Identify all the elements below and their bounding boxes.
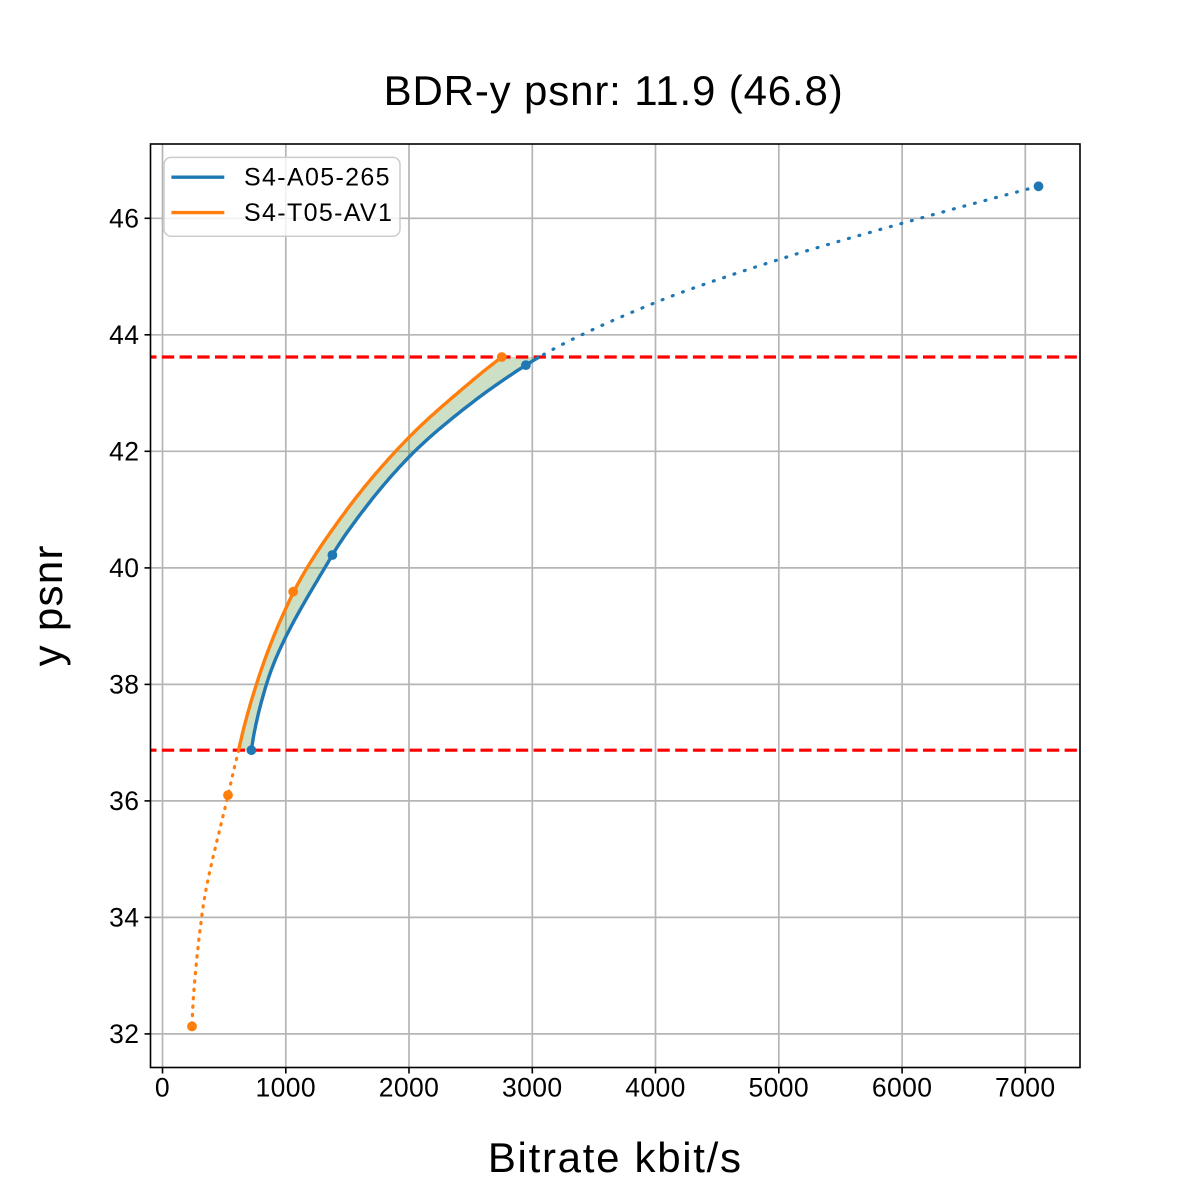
svg-text:46: 46 [109,204,139,234]
svg-text:4000: 4000 [625,1073,686,1103]
svg-text:7000: 7000 [995,1073,1056,1103]
svg-text:36: 36 [109,786,139,816]
svg-text:S4-A05-265: S4-A05-265 [244,164,391,192]
svg-text:44: 44 [109,320,139,350]
svg-text:2000: 2000 [379,1073,440,1103]
svg-text:y psnr: y psnr [24,544,71,666]
svg-text:1000: 1000 [256,1073,317,1103]
svg-text:38: 38 [109,670,139,700]
svg-text:3000: 3000 [502,1073,563,1103]
svg-text:32: 32 [109,1019,139,1049]
svg-text:6000: 6000 [872,1073,933,1103]
svg-text:34: 34 [109,903,139,933]
svg-text:Bitrate kbit/s: Bitrate kbit/s [488,1134,743,1181]
svg-text:40: 40 [109,553,139,583]
svg-text:0: 0 [155,1073,170,1103]
svg-text:S4-T05-AV1: S4-T05-AV1 [244,199,393,227]
svg-text:42: 42 [109,437,139,467]
svg-text:5000: 5000 [749,1073,810,1103]
svg-text:BDR-y psnr: 11.9 (46.8): BDR-y psnr: 11.9 (46.8) [384,67,844,114]
